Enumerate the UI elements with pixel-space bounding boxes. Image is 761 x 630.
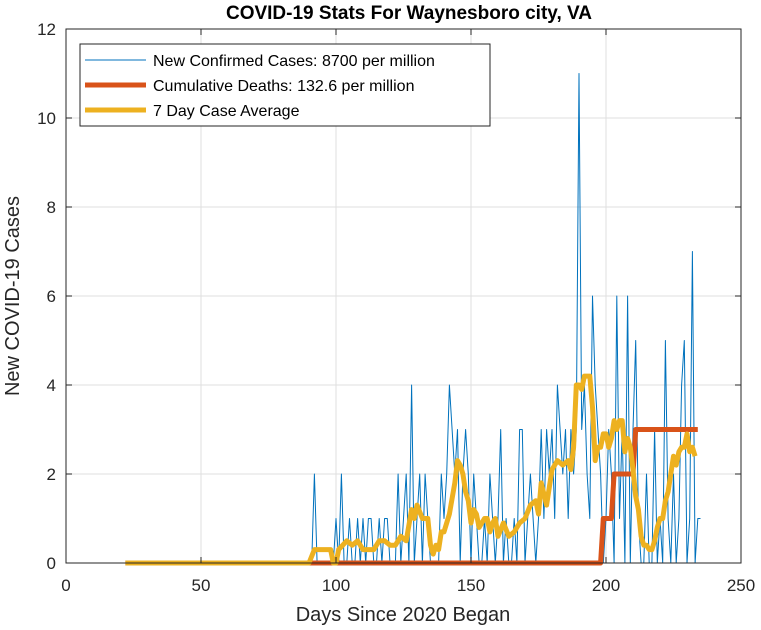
- cumulative-deaths-line: [125, 427, 698, 566]
- legend-entry-new-cases-label: New Confirmed Cases: 8700 per million: [153, 53, 435, 70]
- y-tick-label: 8: [47, 198, 56, 217]
- x-tick-label: 100: [322, 576, 350, 595]
- y-tick-label: 10: [37, 109, 56, 128]
- y-axis-label: New COVID-19 Cases: [2, 196, 24, 396]
- legend: New Confirmed Cases: 8700 per million Cum…: [79, 43, 491, 127]
- y-tick-label: 0: [47, 554, 56, 573]
- legend-entry-cumulative-deaths-label: Cumulative Deaths: 132.6 per million: [153, 78, 414, 95]
- x-axis-label: Days Since 2020 Began: [296, 604, 511, 626]
- seven-day-average-line: [125, 373, 698, 566]
- x-tick-label: 200: [592, 576, 620, 595]
- x-tick-label: 150: [457, 576, 485, 595]
- x-tick-label: 50: [192, 576, 211, 595]
- y-tick-label: 12: [37, 20, 56, 39]
- legend-box: [79, 43, 491, 127]
- x-tick-label: 250: [727, 576, 755, 595]
- chart-title: COVID-19 Stats For Waynesboro city, VA: [226, 3, 592, 24]
- y-tick-label: 4: [47, 376, 56, 395]
- y-tick-label: 6: [47, 287, 56, 306]
- axis-ticks: 0 50 100 150 200 250 0 2 4 6 8 10 12: [37, 20, 755, 595]
- x-tick-label: 0: [61, 576, 70, 595]
- y-tick-label: 2: [47, 465, 56, 484]
- legend-entry-seven-day-average-label: 7 Day Case Average: [153, 103, 300, 120]
